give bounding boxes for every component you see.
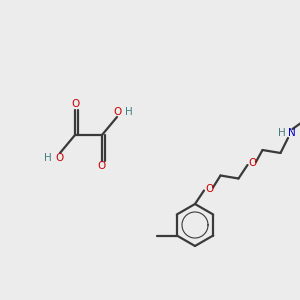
Text: O: O [114, 106, 122, 117]
Text: O: O [248, 158, 257, 169]
Text: O: O [55, 153, 63, 164]
Text: H: H [278, 128, 285, 138]
Text: O: O [71, 99, 79, 110]
Text: H: H [125, 106, 133, 117]
Text: H: H [44, 153, 51, 164]
Text: N: N [288, 128, 296, 138]
Text: O: O [98, 160, 106, 171]
Text: O: O [205, 184, 213, 194]
